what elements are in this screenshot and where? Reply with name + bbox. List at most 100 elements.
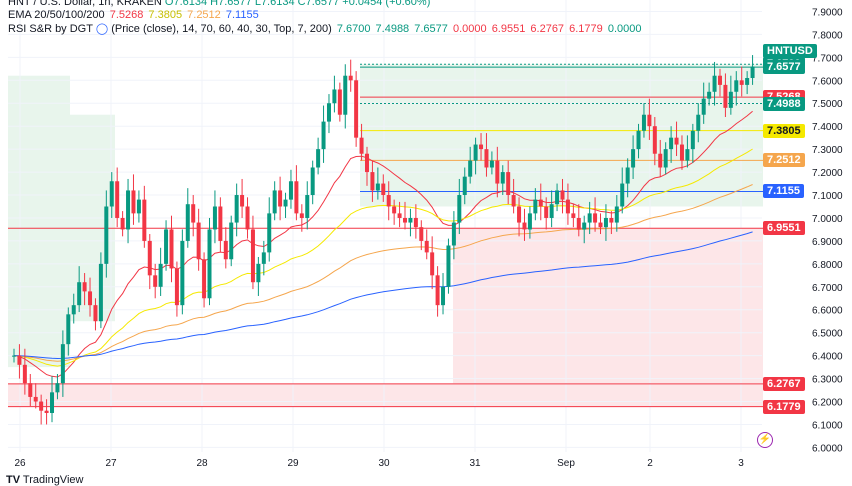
candle-body xyxy=(354,80,359,138)
price-level-badge: 6.2767 xyxy=(763,376,805,391)
footer-brand[interactable]: TV TradingView xyxy=(6,474,83,486)
candle-body xyxy=(212,206,217,230)
price-tick-label: 7.6000 xyxy=(812,76,843,87)
candle-body xyxy=(408,217,413,223)
chart-grid xyxy=(8,0,762,452)
legend-rsi-row[interactable]: RSI S&R by DGT ◯ (Price (close), 14, 70,… xyxy=(8,22,642,35)
candle-body xyxy=(55,383,60,393)
candle-body xyxy=(332,89,337,104)
price-level-badge: 7.3805 xyxy=(763,123,805,138)
candle-body xyxy=(641,114,646,131)
candle-body xyxy=(229,222,234,260)
candle-body xyxy=(359,137,364,154)
candle-body xyxy=(142,199,147,241)
time-tick-label: 26 xyxy=(14,458,26,469)
legend-rsi-value: 0.0000 xyxy=(607,23,642,35)
price-tick-label: 6.7000 xyxy=(812,283,843,294)
time-tick-label: 2 xyxy=(647,458,653,469)
price-level-badge: 7.2512 xyxy=(763,153,805,168)
candle-body xyxy=(381,183,386,196)
legend-rsi-value: 6.9551 xyxy=(491,23,526,35)
candle-body xyxy=(77,282,82,306)
candle-body xyxy=(446,245,451,287)
candles xyxy=(12,55,755,425)
green-zone xyxy=(8,75,70,368)
price-tick-label: 7.4000 xyxy=(812,122,843,133)
candle-body xyxy=(370,172,375,191)
candle-body xyxy=(462,176,467,196)
candle-body xyxy=(174,268,179,306)
candle-body xyxy=(669,137,674,150)
ticker-badge: HNTUSD xyxy=(763,44,817,58)
price-tick-label: 6.0000 xyxy=(812,443,843,454)
candle-body xyxy=(120,217,125,230)
candle-body xyxy=(614,206,619,223)
candle-body xyxy=(28,383,33,397)
legend-rsi-value: 6.2767 xyxy=(530,23,565,35)
candle-body xyxy=(115,181,120,218)
price-tick-label: 6.5000 xyxy=(812,329,843,340)
price-axis[interactable]: 6.0000 6.1000 6.2000 6.3000 6.4000 6.5000 6.60… xyxy=(812,7,843,454)
candle-body xyxy=(223,240,228,260)
price-tick-label: 6.6000 xyxy=(812,306,843,317)
candle-body xyxy=(397,213,402,218)
candle-body xyxy=(250,229,255,283)
price-tick-label: 7.2000 xyxy=(812,168,843,179)
candle-body xyxy=(93,305,98,322)
sr-levels xyxy=(8,63,763,408)
candle-body xyxy=(506,172,511,196)
candle-body xyxy=(326,103,331,122)
price-level-badge: 6.9551 xyxy=(763,221,805,236)
legend-rsi-value: 7.6700 xyxy=(336,23,371,35)
candle-body xyxy=(50,392,55,413)
candle-body xyxy=(245,206,250,230)
price-tick-label: 7.5000 xyxy=(812,99,843,110)
red-zone xyxy=(453,228,763,384)
candle-body xyxy=(451,222,456,246)
legend-rsi-value: 7.6577 xyxy=(414,23,448,35)
price-tick-label: 7.1000 xyxy=(812,191,843,202)
candle-body xyxy=(158,263,163,287)
time-tick-label: Sep xyxy=(557,458,575,469)
legend-ema-row[interactable]: EMA 20/50/100/200 7.5268 7.3805 7.2512 7… xyxy=(8,9,259,21)
candle-body xyxy=(169,229,174,269)
legend-rsi-label: RSI S&R by DGT xyxy=(8,23,93,35)
candle-body xyxy=(272,190,277,214)
lightning-icon[interactable]: ⚡ xyxy=(757,432,773,448)
candle-body xyxy=(696,114,701,131)
candle-body xyxy=(337,89,342,115)
price-tick-label: 7.9000 xyxy=(812,7,843,18)
time-axis[interactable]: 26 27 28 29 30 31 Sep 2 3 xyxy=(14,458,744,469)
legend-symbol[interactable]: HNT / U.S. Dollar, 1h, KRAKEN xyxy=(8,0,162,8)
candle-body xyxy=(500,172,505,184)
legend-ema50-value: 7.3805 xyxy=(148,9,183,21)
candle-body xyxy=(549,204,554,218)
candle-body xyxy=(522,222,527,230)
candle-body xyxy=(468,160,473,177)
candle-body xyxy=(538,199,543,207)
candle-body xyxy=(647,114,652,127)
candle-body xyxy=(33,396,38,402)
candle-body xyxy=(571,213,576,218)
candle-body xyxy=(66,314,71,345)
candle-body xyxy=(707,91,712,99)
candle-body xyxy=(104,206,109,264)
price-tick-label: 6.3000 xyxy=(812,375,843,386)
time-tick-label: 29 xyxy=(287,458,299,469)
candle-body xyxy=(544,206,549,218)
candle-body xyxy=(343,75,348,115)
time-tick-label: 31 xyxy=(469,458,481,469)
candle-body xyxy=(256,263,261,283)
legend-ema-label: EMA 20/50/100/200 xyxy=(8,9,105,21)
eye-icon[interactable]: ◯ xyxy=(95,23,109,35)
candle-body xyxy=(147,240,152,276)
candle-body xyxy=(180,240,185,306)
candle-body xyxy=(88,291,93,306)
candle-body xyxy=(739,80,744,85)
candle-body xyxy=(701,98,706,115)
candle-body xyxy=(185,204,190,241)
candle-body xyxy=(283,199,288,207)
legend-rsi-value: 6.1779 xyxy=(569,23,603,35)
candle-body xyxy=(609,217,614,223)
